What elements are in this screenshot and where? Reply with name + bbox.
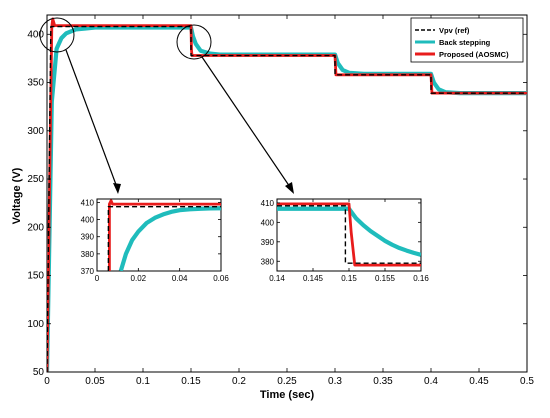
main-x-tick-label: 0.2 [232, 376, 246, 387]
inset-step-series [277, 202, 421, 267]
legend-label-aosmc: Proposed (AOSMC) [439, 50, 509, 59]
main-x-tick-label: 0.35 [373, 376, 393, 387]
main-y-tick-label: 100 [27, 319, 44, 330]
inset-start-x-tick-label: 0.02 [131, 274, 147, 283]
main-x-tick-label: 0.45 [469, 376, 489, 387]
y-axis-label: Voltage (V) [11, 167, 23, 224]
main-y-tick-label: 150 [27, 271, 44, 282]
main-y-tick-label: 300 [27, 126, 44, 137]
inset-start-frame [96, 198, 222, 272]
zoom-arrow-step-head [285, 182, 294, 194]
legend: Vpv (ref) Back stepping Proposed (AOSMC) [410, 17, 524, 63]
main-x-tick-label: 0 [44, 376, 50, 387]
main-y-tick-label: 250 [27, 174, 44, 185]
zoom-circle-start [39, 17, 75, 53]
main-y-tick-label: 400 [27, 29, 44, 40]
main-x-tick-label: 0.5 [520, 376, 534, 387]
zoom-arrow-start [65, 49, 119, 191]
main-y-tick-label: 200 [27, 222, 44, 233]
legend-label-backstepping: Back stepping [439, 38, 491, 47]
legend-label-ref: Vpv (ref) [439, 26, 470, 35]
inset-step-x-tick-label: 0.14 [269, 274, 285, 283]
inset-step-y-tick-label: 400 [261, 218, 275, 227]
inset-start-zoom: 0 0.02 0.04 0.06 370 380 390 400 410 [81, 198, 230, 283]
inset-step-y-tick-label: 410 [261, 199, 275, 208]
main-series-group [47, 17, 527, 372]
inset-start-x-tick-label: 0.06 [213, 274, 229, 283]
zoom-arrow-step [201, 56, 293, 191]
inset-step-x-tick-label: 0.15 [341, 274, 357, 283]
main-x-tick-label: 0.25 [277, 376, 297, 387]
inset-start-y-tick-label: 410 [81, 198, 95, 207]
inset-step-y-tick-label: 380 [261, 257, 275, 266]
inset-step-series-back-stepping [277, 206, 421, 257]
inset-start-series-back-stepping [118, 206, 221, 271]
main-x-tick-label: 0.4 [424, 376, 438, 387]
inset-start-series [107, 199, 221, 271]
inset-step-zoom: 0.14 0.145 0.15 0.155 0.16 380 390 400 410 [261, 198, 429, 283]
main-x-tick-label: 0.1 [136, 376, 150, 387]
inset-start-y-tick-label: 370 [81, 267, 95, 276]
main-y-tick-label: 50 [33, 367, 45, 378]
main-x-tick-label: 0.15 [181, 376, 201, 387]
x-axis-ticks: 0 0.05 0.1 0.15 0.2 0.25 0.3 0.35 0.4 0.45 0.5 [44, 15, 534, 387]
main-x-tick-label: 0.3 [328, 376, 342, 387]
main-x-tick-label: 0.05 [85, 376, 105, 387]
zoom-annotations [39, 17, 294, 194]
main-series-back-stepping [47, 25, 527, 372]
zoom-arrow-start-head [113, 183, 121, 194]
zoom-circle-step [176, 24, 212, 60]
y-axis-ticks: 50 100 150 200 250 300 350 400 [27, 29, 527, 378]
inset-step-y-tick-label: 390 [261, 238, 275, 247]
inset-start-y-tick-label: 380 [81, 250, 95, 259]
inset-start-x-tick-label: 0 [95, 274, 100, 283]
inset-step-x-tick-label: 0.16 [413, 274, 429, 283]
inset-start-y-tick-label: 400 [81, 216, 95, 225]
inset-start-y-ticks: 370 380 390 400 410 [81, 198, 221, 276]
inset-step-series-vpv-ref [277, 205, 421, 264]
inset-start-y-tick-label: 390 [81, 233, 95, 242]
inset-start-series-vpv-ref [107, 206, 221, 271]
main-series-vpv-ref [47, 25, 527, 372]
inset-start-series-proposed-aosmc [108, 199, 221, 271]
main-y-tick-label: 350 [27, 78, 44, 89]
x-axis-label: Time (sec) [260, 389, 315, 401]
inset-step-series-proposed-aosmc [277, 202, 421, 267]
inset-step-y-ticks: 380 390 400 410 [261, 199, 421, 266]
inset-step-x-tick-label: 0.145 [303, 274, 324, 283]
inset-step-x-ticks: 0.14 0.145 0.15 0.155 0.16 [269, 199, 429, 283]
inset-step-x-tick-label: 0.155 [375, 274, 396, 283]
inset-start-x-tick-label: 0.04 [172, 274, 188, 283]
inset-start-x-ticks: 0 0.02 0.04 0.06 [95, 199, 229, 283]
plot-area [46, 14, 528, 373]
